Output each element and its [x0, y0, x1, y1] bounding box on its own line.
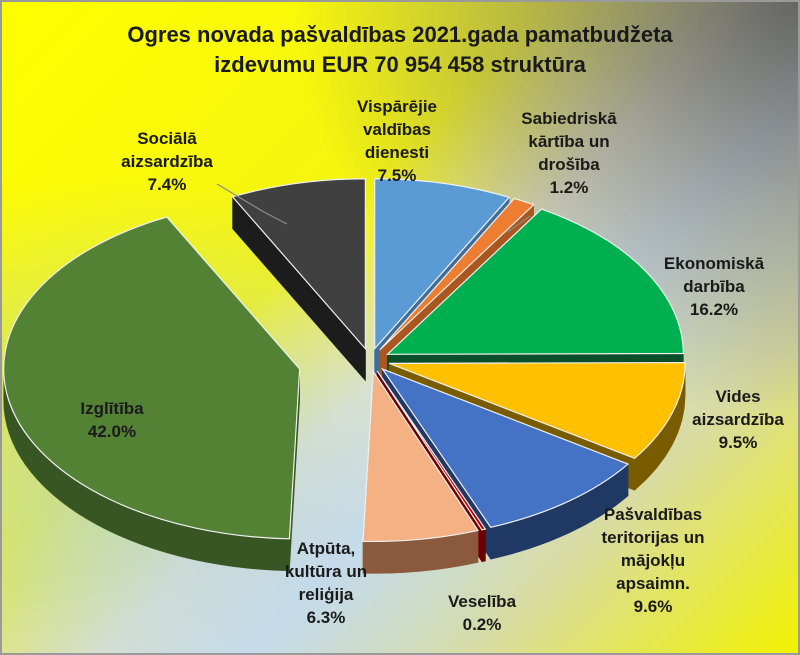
- slice-value-label: 1.2%: [549, 178, 589, 197]
- slice-value-label: 0.2%: [462, 615, 502, 634]
- slice-tops: [3, 178, 686, 543]
- slice-name-line: teritorijas un: [601, 528, 705, 547]
- slice-name-line: Sabiedriskā: [521, 109, 617, 128]
- pie-slice: [379, 197, 535, 351]
- slice-name-line: mājokļu: [620, 551, 686, 570]
- slice-label: Ekonomiskā darbība 16.2%: [664, 252, 764, 321]
- slice-name-line: valdības: [362, 120, 432, 139]
- slice-label: Pašvaldības teritorijas un mājokļu apsaimn.…: [602, 503, 705, 618]
- slice-label: Vispārējie valdības dienesti 7.5%: [357, 95, 437, 187]
- slice-name-line: kultūra un: [284, 562, 368, 581]
- slice-name-line: kārtība un: [528, 132, 610, 151]
- slice-name-line: Atpūta,: [296, 539, 356, 558]
- slice-name-line: drošība: [538, 155, 600, 174]
- slice-name-line: Vispārējie: [356, 97, 438, 116]
- slice-value-label: 9.5%: [718, 433, 758, 452]
- leader-line: [216, 183, 288, 225]
- slice-value-label: 7.4%: [147, 175, 187, 194]
- slice-label: Veselība 0.2%: [448, 590, 516, 636]
- slice-label: Sabiedriskā kārtība un drošība 1.2%: [521, 107, 616, 199]
- leader-line: [507, 215, 531, 233]
- pie-slice: [3, 216, 301, 540]
- pie-slice: [388, 361, 686, 460]
- slice-name-line: dienesti: [364, 143, 430, 162]
- pie-slice: [374, 178, 511, 351]
- pie-slice: [376, 370, 487, 531]
- pie-slice: [362, 369, 479, 543]
- slice-name-line: reliģija: [298, 585, 354, 604]
- slice-name-line: apsaimn.: [616, 574, 690, 593]
- slice-name-line: Ekonomiskā: [663, 254, 765, 273]
- slice-name-line: aizsardzība: [121, 152, 213, 171]
- slice-name-line: aizsardzība: [692, 410, 784, 429]
- chart-title-line-1: Ogres novada pašvaldības 2021.gada pamat…: [127, 22, 673, 47]
- pie-slice: [380, 367, 630, 528]
- slice-label: Sociālā aizsardzība 7.4%: [121, 127, 213, 196]
- slice-name-line: Izglītība: [80, 399, 144, 418]
- leader-lines: [216, 183, 531, 233]
- pie-slice: [385, 208, 685, 355]
- chart-title: Ogres novada pašvaldības 2021.gada pamat…: [2, 20, 798, 80]
- slice-name-line: Veselība: [447, 592, 517, 611]
- slice-value-label: 7.5%: [377, 166, 417, 185]
- slice-label: Izglītība 42.0%: [80, 397, 143, 443]
- slice-label: Atpūta, kultūra un reliģija 6.3%: [285, 537, 367, 629]
- slice-name-line: Vides: [715, 387, 761, 406]
- chart-title-line-2: izdevumu EUR 70 954 458 struktūra: [214, 52, 586, 77]
- slice-value-label: 9.6%: [633, 597, 673, 616]
- slice-value-label: 16.2%: [689, 300, 739, 319]
- slice-value-label: 6.3%: [306, 608, 346, 627]
- slice-label: Vides aizsardzība 9.5%: [692, 385, 784, 454]
- slice-value-label: 42.0%: [87, 422, 137, 441]
- slice-name-line: Sociālā: [137, 129, 197, 148]
- slice-name-line: Pašvaldības: [603, 505, 703, 524]
- slice-name-line: darbība: [683, 277, 745, 296]
